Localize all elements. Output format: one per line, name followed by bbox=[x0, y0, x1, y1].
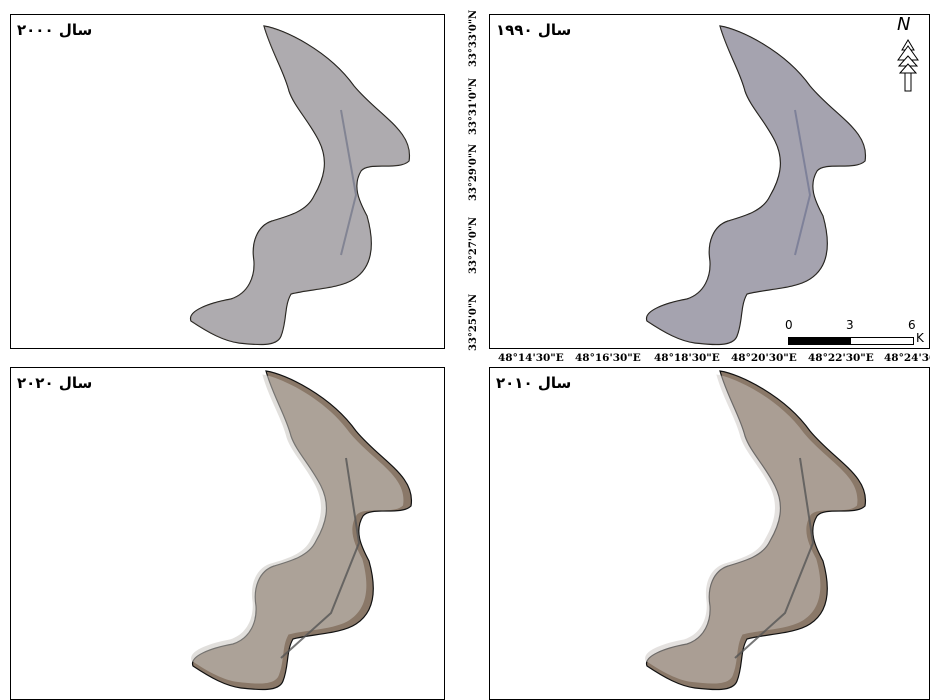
map-panel-2000: سال ۲۰۰۰ bbox=[10, 14, 445, 349]
longitude-label: 48°24'30"E bbox=[884, 352, 930, 364]
scale-tick-6: 6 bbox=[908, 318, 916, 332]
longitude-label: 48°16'30"E bbox=[575, 352, 641, 364]
latitude-label: 33°25'0"N bbox=[468, 293, 479, 351]
urban-core-line bbox=[340, 109, 358, 256]
panel-title-2000: سال ۲۰۰۰ bbox=[17, 21, 93, 39]
panel-title-1990: سال ۱۹۹۰ bbox=[496, 21, 572, 39]
urban-core-line bbox=[280, 457, 361, 659]
scale-bar: 0 3 6 K bbox=[785, 318, 928, 348]
longitude-label: 48°22'30"E bbox=[808, 352, 874, 364]
scale-segment-filled bbox=[788, 337, 852, 345]
latitude-label: 33°33'0"N bbox=[468, 9, 479, 67]
landcover-map-2010 bbox=[645, 370, 867, 691]
latitude-label: 33°31'0"N bbox=[468, 77, 479, 135]
map-panel-1990: سال ۱۹۹۰ bbox=[489, 14, 930, 349]
scale-tick-3: 3 bbox=[846, 318, 854, 332]
latitude-label: 33°29'0"N bbox=[468, 143, 479, 201]
longitude-label: 48°20'30"E bbox=[731, 352, 797, 364]
north-arrow: N bbox=[893, 14, 923, 96]
landcover-map-2000 bbox=[189, 25, 411, 346]
scale-segment-empty bbox=[850, 337, 914, 345]
map-panel-2020: سال ۲۰۲۰ bbox=[10, 367, 445, 700]
longitude-label: 48°14'30"E bbox=[498, 352, 564, 364]
urban-core-line bbox=[794, 109, 812, 256]
urban-core-line bbox=[734, 457, 815, 659]
north-letter: N bbox=[897, 14, 911, 35]
map-panel-2010: سال ۲۰۱۰ bbox=[489, 367, 930, 700]
north-arrow-icon bbox=[897, 39, 919, 92]
landcover-map-2020 bbox=[191, 370, 413, 691]
latitude-label: 33°27'0"N bbox=[468, 216, 479, 274]
scale-tick-0: 0 bbox=[785, 318, 793, 332]
panel-title-2010: سال ۲۰۱۰ bbox=[496, 374, 572, 392]
panel-title-2020: سال ۲۰۲۰ bbox=[17, 374, 93, 392]
scale-unit: K bbox=[916, 331, 924, 345]
landcover-map-1990 bbox=[645, 25, 867, 346]
longitude-label: 48°18'30"E bbox=[654, 352, 720, 364]
